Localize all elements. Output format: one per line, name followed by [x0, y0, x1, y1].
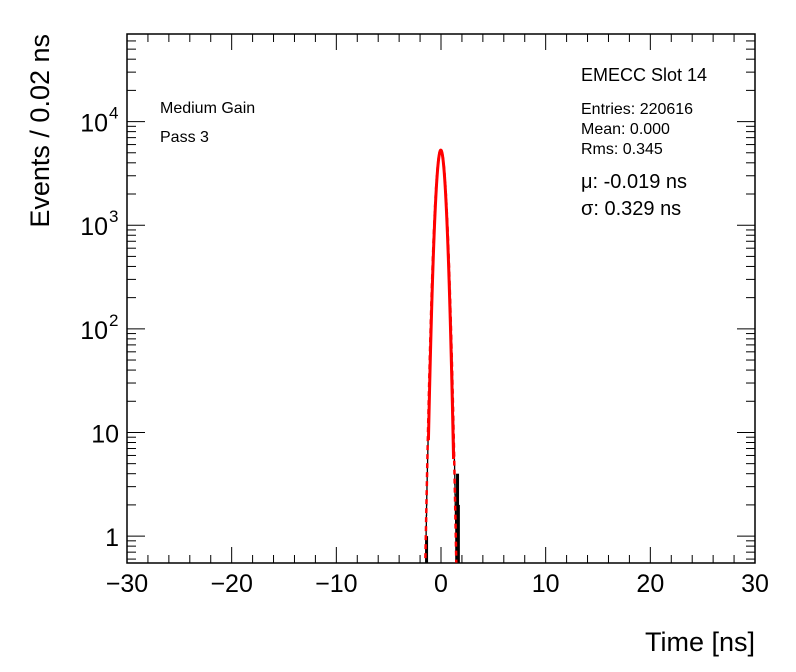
y-tick-exponent: 4 [109, 104, 118, 123]
y-tick-label: 10 [80, 110, 108, 138]
stats-rms: Rms: 0.345 [581, 141, 663, 158]
pass-label: Pass 3 [160, 129, 209, 146]
y-tick-label: 10 [80, 213, 108, 241]
x-tick-label: −30 [106, 570, 148, 598]
fit-mu-label: μ: -0.019 ns [581, 171, 687, 193]
x-tick-labels: −30 −20 −10 0 10 20 30 [106, 570, 769, 598]
histogram-outlier-bin [456, 504, 460, 563]
stats-entries: Entries: 220616 [581, 101, 693, 118]
histogram-outlier-bin [425, 536, 429, 563]
x-tick-label: 20 [636, 570, 664, 598]
y-tick-exponent: 2 [109, 311, 118, 330]
fit-sigma-label: σ: 0.329 ns [581, 198, 681, 220]
fit-curve [426, 148, 456, 460]
x-tick-label: −10 [315, 570, 357, 598]
gaussian-fit-series [424, 148, 458, 563]
y-tick-label: 10 [80, 317, 108, 345]
chart-title: EMECC Slot 14 [581, 65, 707, 85]
y-tick-exponent: 3 [109, 207, 118, 226]
x-tick-label: 0 [434, 570, 448, 598]
x-tick-label: 30 [741, 570, 769, 598]
y-tick-label: 1 [105, 524, 119, 552]
x-axis-label: Time [ns] [645, 627, 755, 657]
y-tick-label: 10 [91, 420, 119, 448]
gain-label: Medium Gain [160, 100, 255, 117]
y-axis-label: Events / 0.02 ns [25, 34, 55, 228]
stats-mean: Mean: 0.000 [581, 121, 670, 138]
axis-ticks [126, 33, 756, 563]
x-tick-label: 10 [532, 570, 560, 598]
x-tick-label: −20 [210, 570, 252, 598]
